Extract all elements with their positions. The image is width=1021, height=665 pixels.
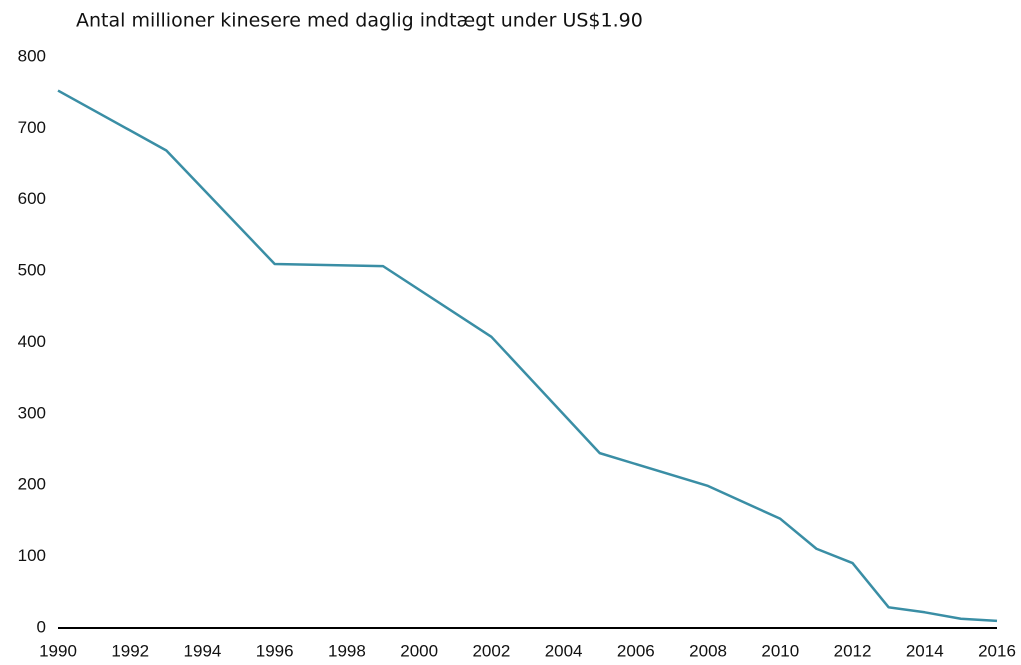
x-tick-label: 2004 — [545, 641, 583, 660]
x-tick-label: 1990 — [39, 641, 77, 660]
data-line — [57, 89, 998, 623]
y-tick-label: 800 — [18, 46, 46, 65]
x-tick-label: 2008 — [689, 641, 727, 660]
chart-title: Antal millioner kinesere med daglig indt… — [76, 10, 643, 32]
y-tick-label: 100 — [18, 546, 46, 565]
y-tick-label: 500 — [18, 261, 46, 280]
x-tick-label: 2012 — [834, 641, 872, 660]
x-tick-label: 1994 — [184, 641, 222, 660]
x-tick-label: 1998 — [328, 641, 366, 660]
x-tick-label: 2002 — [472, 641, 510, 660]
x-tick-label: 2014 — [906, 641, 944, 660]
x-tick-label: 2006 — [617, 641, 655, 660]
x-tick-label: 1996 — [256, 641, 294, 660]
y-tick-label: 0 — [37, 617, 46, 636]
y-tick-label: 400 — [18, 332, 46, 351]
x-tick-label: 2000 — [400, 641, 438, 660]
x-tick-label: 1992 — [111, 641, 149, 660]
y-tick-label: 600 — [18, 189, 46, 208]
x-tick-label: 2016 — [978, 641, 1016, 660]
y-tick-label: 300 — [18, 403, 46, 422]
x-tick-label: 2010 — [761, 641, 799, 660]
y-tick-label: 700 — [18, 118, 46, 137]
y-tick-label: 200 — [18, 475, 46, 494]
